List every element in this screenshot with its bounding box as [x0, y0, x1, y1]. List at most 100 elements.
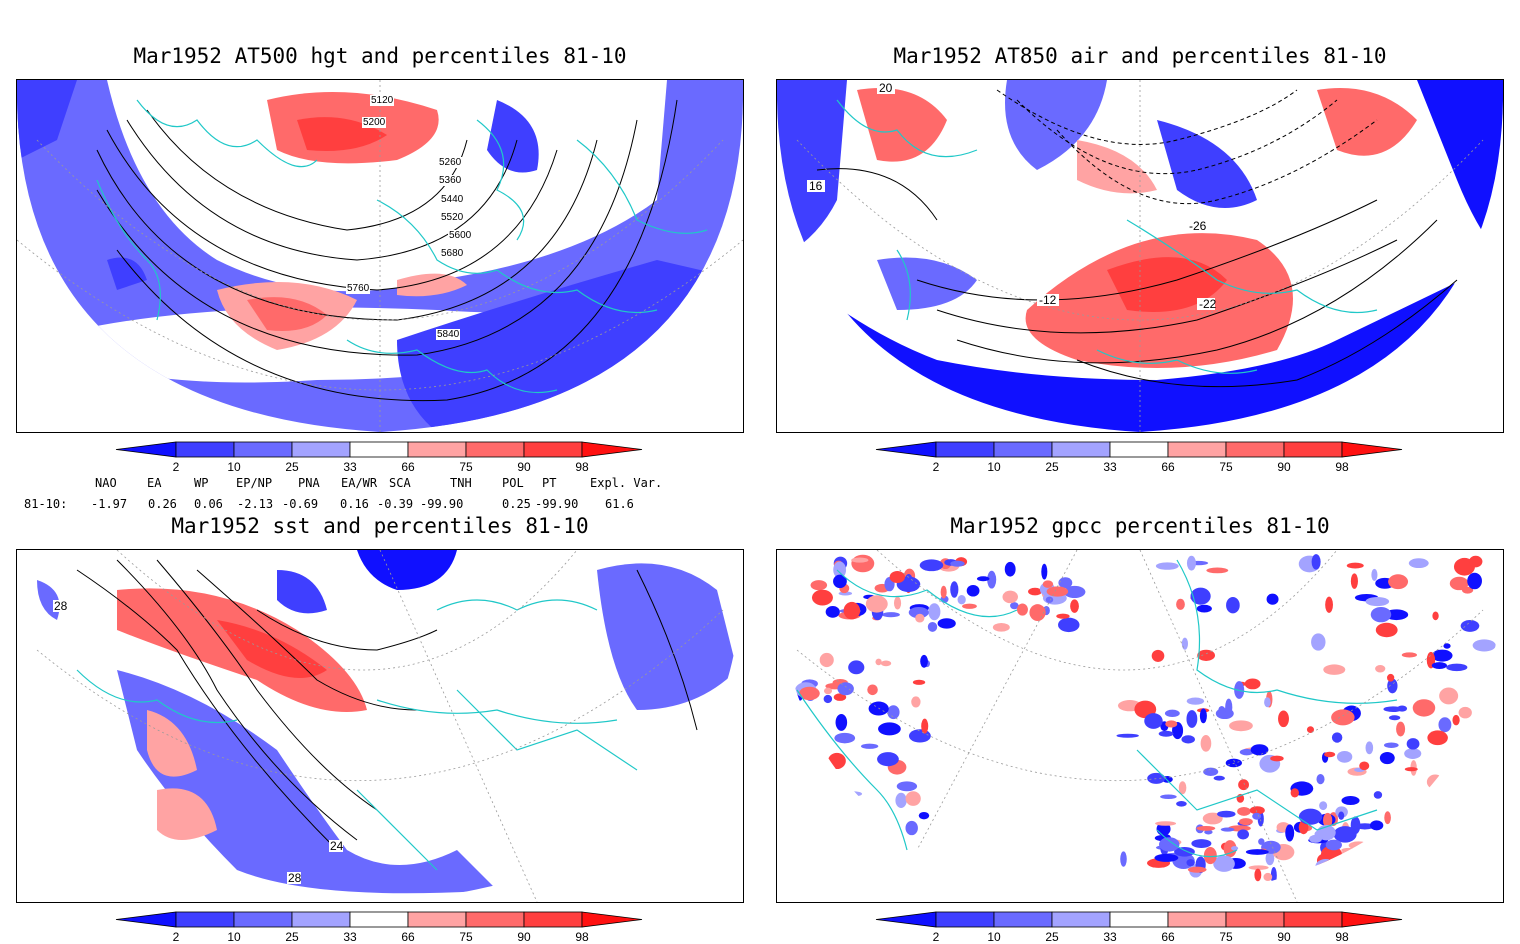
index-value: 61.6: [605, 497, 634, 511]
index-value: -99.90: [535, 497, 579, 511]
precip-anomaly-spot: [1452, 714, 1460, 726]
colorbar-sst: 2 10 25 33 66 75 90 98: [115, 910, 646, 944]
precip-anomaly-spot: [847, 870, 856, 882]
map-panel-sst: 28 24 28: [16, 549, 744, 903]
precip-anomaly-spot: [1263, 872, 1273, 882]
colorbar-tick-label: 2: [933, 460, 940, 474]
colorbar-arrow-low: [875, 911, 937, 928]
precip-anomaly-spot: [1186, 555, 1197, 571]
precip-anomaly-spot: [1028, 587, 1042, 596]
precip-anomaly-spot: [1155, 562, 1179, 570]
precip-anomaly-spot: [1045, 596, 1054, 603]
precip-anomaly-spot: [833, 561, 847, 579]
contour-label: 5360: [438, 175, 463, 186]
precip-anomaly-spot: [1249, 806, 1265, 815]
colorbar-tick-label: 98: [1335, 460, 1349, 474]
precip-anomaly-spot: [1311, 875, 1327, 881]
precip-anomaly-spot: [1159, 837, 1180, 852]
precip-anomaly-spot: [1387, 673, 1395, 682]
colorbar-segment: [175, 911, 235, 928]
precip-anomaly-spot: [1202, 812, 1223, 825]
precip-anomaly-spot: [1443, 643, 1451, 649]
precip-anomaly-spot: [927, 621, 938, 632]
precip-anomaly-spot: [966, 584, 980, 597]
precip-anomaly-spot: [1250, 744, 1269, 756]
precip-anomaly-spot: [877, 885, 887, 900]
precip-anomaly-spot: [783, 686, 795, 699]
precip-anomaly-spot: [1203, 847, 1217, 865]
colorbar-tick-label: 2: [173, 460, 180, 474]
precip-anomaly-spot: [987, 570, 997, 589]
precip-anomaly-spot: [789, 849, 813, 860]
precip-anomaly-spot: [1239, 748, 1254, 756]
precip-anomaly-spot: [1252, 812, 1262, 820]
colorbar-segment: [1225, 911, 1285, 928]
precip-anomaly-spot: [1237, 806, 1251, 816]
index-value: 0.26: [148, 497, 177, 511]
colorbar-tick-label: 90: [517, 930, 531, 944]
colorbar-tick-label: 66: [1161, 930, 1175, 944]
precip-anomaly-spot: [1203, 767, 1219, 776]
precip-anomaly-spot: [1220, 827, 1235, 832]
colorbar-hgt500: 2 10 25 33 66 75 90 98: [115, 440, 646, 474]
colorbar-tick-label: 90: [517, 460, 531, 474]
precip-anomaly-spot: [1244, 678, 1261, 690]
precip-anomaly-spot: [911, 696, 921, 708]
precip-anomaly-spot: [950, 581, 959, 598]
index-header: SCA: [389, 476, 411, 490]
precip-anomaly-spot: [1368, 861, 1382, 875]
precip-anomaly-spot: [1458, 706, 1472, 719]
precip-anomaly-spot: [1213, 775, 1225, 781]
colorbar-gpcc: 2 10 25 33 66 75 90 98: [875, 910, 1406, 944]
colorbar-tick-label: 33: [1103, 460, 1117, 474]
precip-anomaly-spot: [875, 658, 882, 666]
precip-anomaly-spot: [1176, 598, 1185, 610]
precip-anomaly-spot: [821, 804, 828, 812]
precip-anomaly-spot: [1010, 602, 1019, 610]
colorbar-tick-label: 75: [1219, 930, 1233, 944]
index-header: EP/NP: [236, 476, 273, 490]
precip-anomaly-spot: [1354, 823, 1376, 830]
precip-anomaly-spot: [1197, 649, 1216, 661]
colorbar-arrow-high: [1341, 441, 1403, 458]
precip-anomaly-spot: [810, 580, 828, 591]
colorbar-tick-label: 98: [575, 460, 589, 474]
precip-anomaly-spot: [1058, 577, 1073, 589]
precip-anomaly-spot: [1418, 807, 1443, 820]
index-header: WP: [194, 476, 209, 490]
precip-anomaly-spot: [1223, 840, 1237, 858]
precip-anomaly-spot: [833, 693, 847, 701]
precip-anomaly-spot: [1002, 590, 1018, 604]
precip-anomaly-spot: [919, 559, 944, 572]
colorbar-segment: [291, 911, 351, 928]
precip-anomaly-spot: [1361, 852, 1369, 857]
contour-label: 5120: [370, 95, 395, 106]
precip-anomaly-spot: [843, 601, 861, 620]
precip-anomaly-spot: [1324, 751, 1336, 758]
precip-anomaly-spot: [1427, 730, 1448, 746]
index-value: -0.39: [377, 497, 414, 511]
precip-anomaly-spot: [1016, 603, 1028, 616]
index-value: -2.13: [237, 497, 274, 511]
colorbar-arrow-low: [115, 911, 177, 928]
contour-label: 5680: [440, 248, 465, 259]
precip-anomaly-spot: [1325, 596, 1333, 613]
precip-anomaly-spot: [811, 589, 833, 606]
precip-anomaly-spot: [1158, 730, 1174, 737]
precip-anomaly-spot: [1266, 593, 1279, 605]
precip-anomaly-spot: [887, 705, 900, 720]
precip-anomaly-spot: [920, 654, 928, 668]
contour-labels-hgt500: 5120 5200 5260 5360 5440 5520 5600 5680 …: [16, 79, 742, 431]
precip-anomaly-spot: [1431, 649, 1453, 662]
contour-label: -22: [1199, 297, 1217, 311]
colorbar-segment: [935, 911, 995, 928]
precip-anomaly-spot: [1258, 838, 1265, 845]
precip-anomaly-spot: [1316, 774, 1325, 785]
colorbar-tick-label: 2: [933, 930, 940, 944]
colorbar-tick-label: 33: [343, 930, 357, 944]
precip-anomaly-spot: [1042, 580, 1054, 588]
precip-anomaly-spot: [1348, 841, 1369, 850]
contour-label: 5520: [440, 212, 465, 223]
precip-anomaly-spot: [1467, 572, 1482, 590]
precip-anomaly-spot: [1331, 709, 1355, 726]
